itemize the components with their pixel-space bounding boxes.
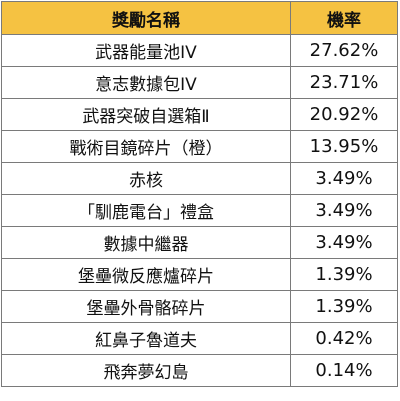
- reward-name-cell: 紅鼻子魯道夫: [1, 322, 291, 355]
- table-row: 數據中繼器 3.49%: [1, 226, 398, 259]
- table-header-row: 獎勵名稱 機率: [1, 1, 398, 35]
- probability-cell: 1.39%: [290, 258, 398, 291]
- table-row: 意志數據包IV 23.71%: [1, 66, 398, 99]
- table-row: 堡壘外骨骼碎片 1.39%: [1, 290, 398, 323]
- reward-name-cell: 堡壘微反應爐碎片: [1, 258, 291, 291]
- table-row: 武器突破自選箱Ⅱ 20.92%: [1, 98, 398, 131]
- probability-cell: 1.39%: [290, 290, 398, 323]
- reward-name-cell: 「馴鹿電台」禮盒: [1, 194, 291, 227]
- table-row: 武器能量池IV 27.62%: [1, 34, 398, 67]
- table-row: 赤核 3.49%: [1, 162, 398, 195]
- probability-cell: 23.71%: [290, 66, 398, 99]
- reward-name-cell: 戰術目鏡碎片（橙）: [1, 130, 291, 163]
- reward-name-cell: 意志數據包IV: [1, 66, 291, 99]
- reward-name-cell: 數據中繼器: [1, 226, 291, 259]
- probability-cell: 3.49%: [290, 226, 398, 259]
- probability-cell: 3.49%: [290, 162, 398, 195]
- column-header-probability: 機率: [290, 1, 398, 35]
- reward-probability-table: 獎勵名稱 機率 武器能量池IV 27.62% 意志數據包IV 23.71% 武器…: [1, 1, 398, 387]
- reward-name-cell: 飛奔夢幻島: [1, 354, 291, 387]
- reward-name-cell: 赤核: [1, 162, 291, 195]
- probability-cell: 27.62%: [290, 34, 398, 67]
- probability-cell: 0.14%: [290, 354, 398, 387]
- column-header-reward-name: 獎勵名稱: [1, 1, 291, 35]
- table-row: 堡壘微反應爐碎片 1.39%: [1, 258, 398, 291]
- table-row: 戰術目鏡碎片（橙） 13.95%: [1, 130, 398, 163]
- reward-name-cell: 堡壘外骨骼碎片: [1, 290, 291, 323]
- probability-cell: 3.49%: [290, 194, 398, 227]
- table-row: 紅鼻子魯道夫 0.42%: [1, 322, 398, 355]
- probability-cell: 0.42%: [290, 322, 398, 355]
- reward-name-cell: 武器能量池IV: [1, 34, 291, 67]
- reward-name-cell: 武器突破自選箱Ⅱ: [1, 98, 291, 131]
- probability-cell: 13.95%: [290, 130, 398, 163]
- table-row: 飛奔夢幻島 0.14%: [1, 354, 398, 387]
- probability-cell: 20.92%: [290, 98, 398, 131]
- table-row: 「馴鹿電台」禮盒 3.49%: [1, 194, 398, 227]
